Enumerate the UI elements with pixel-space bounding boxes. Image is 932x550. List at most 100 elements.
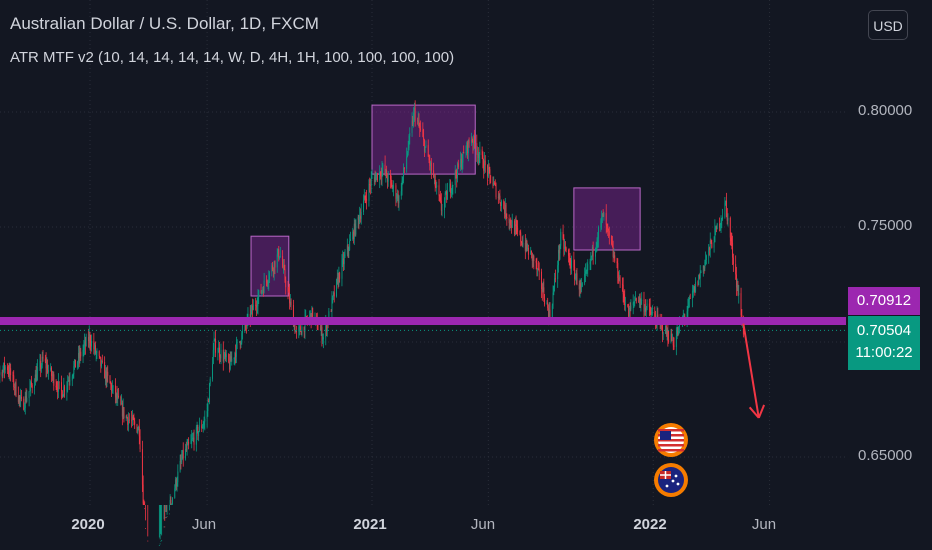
candle-body xyxy=(460,158,462,168)
candle-body xyxy=(719,225,721,228)
candle-body xyxy=(608,230,610,236)
candle-body xyxy=(607,226,609,229)
candle-body xyxy=(61,382,62,392)
candle-body xyxy=(251,305,253,311)
candle-body xyxy=(111,384,113,392)
candle-body xyxy=(440,197,442,201)
arrow-head xyxy=(757,404,766,419)
candle-body xyxy=(25,396,27,402)
candle-body xyxy=(131,419,133,421)
candle-body xyxy=(57,388,59,392)
candle-body xyxy=(285,280,287,288)
candle-body xyxy=(206,411,208,419)
candle-body xyxy=(236,341,238,343)
indicator-legend[interactable]: ATR MTF v2 (10, 14, 14, 14, 14, W, D, 4H… xyxy=(10,49,455,66)
candle-body xyxy=(487,167,489,177)
candle-body xyxy=(720,220,722,226)
candle-body xyxy=(692,290,694,292)
currency-button[interactable]: USD xyxy=(868,10,908,40)
candle-body xyxy=(272,269,274,272)
candle-body xyxy=(63,386,65,395)
candle-body xyxy=(312,307,314,320)
candle-body xyxy=(621,283,623,285)
candle-body xyxy=(414,108,416,121)
candle-body xyxy=(643,299,645,312)
candle-body xyxy=(477,153,479,158)
candle-body xyxy=(331,297,333,312)
candle-body xyxy=(277,249,279,255)
candle-body xyxy=(497,197,499,199)
candle-body xyxy=(503,201,505,209)
candle-body xyxy=(359,215,361,219)
candle-body xyxy=(568,250,569,256)
candle-body xyxy=(562,231,564,239)
candle-body xyxy=(41,356,43,366)
candle-body xyxy=(595,246,597,249)
candle-body xyxy=(526,240,528,250)
candle-body xyxy=(468,140,470,144)
zone-rectangle[interactable] xyxy=(573,187,641,251)
candle-body xyxy=(553,287,555,293)
down-arrow-icon[interactable] xyxy=(742,323,766,419)
candle-body xyxy=(425,145,427,147)
candle-body xyxy=(708,247,710,256)
candle-body xyxy=(422,129,424,137)
candle-body xyxy=(279,255,281,257)
candle-body xyxy=(525,240,527,251)
candle-body xyxy=(219,356,221,359)
candle-body xyxy=(182,450,184,459)
candle-body xyxy=(240,342,242,345)
candle-body xyxy=(551,305,553,320)
candle-body xyxy=(62,394,64,398)
candle-body xyxy=(504,204,506,214)
candle-body xyxy=(14,382,16,389)
candle-body xyxy=(549,309,551,320)
candle-body xyxy=(688,297,690,300)
candle-body xyxy=(675,335,677,347)
candle-body xyxy=(208,401,210,402)
candle-body xyxy=(601,217,603,221)
time-tick: 2021 xyxy=(353,516,387,533)
candle-body xyxy=(34,385,35,389)
candle-body xyxy=(622,284,624,295)
candle-body xyxy=(699,274,700,279)
candle-body xyxy=(725,200,727,209)
candle-body xyxy=(632,302,634,306)
candle-body xyxy=(39,360,41,368)
candle-body xyxy=(472,141,474,145)
candle-body xyxy=(505,204,507,217)
candle-body xyxy=(358,217,360,222)
candle-body xyxy=(462,152,464,163)
candle-body xyxy=(737,284,739,295)
flag-canton xyxy=(660,431,671,440)
candle-body xyxy=(110,383,112,385)
candle-body xyxy=(284,268,286,281)
candle-body xyxy=(384,164,386,174)
candle-body xyxy=(66,385,68,392)
candle-body xyxy=(287,287,289,292)
candle-body xyxy=(45,361,47,369)
candle-body xyxy=(201,425,203,429)
candle-body xyxy=(714,228,716,243)
australia-flag-icon[interactable] xyxy=(654,463,688,497)
candle-body xyxy=(171,503,173,505)
candle-body xyxy=(569,258,571,266)
candle-body xyxy=(542,287,544,292)
candle-body xyxy=(99,356,101,358)
candle-body xyxy=(677,331,679,335)
us-flag-icon[interactable] xyxy=(654,423,688,457)
candle-body xyxy=(726,208,728,221)
candle-body xyxy=(498,195,500,198)
candle-body xyxy=(454,171,456,185)
candle-body xyxy=(634,300,636,302)
candle-body xyxy=(417,120,419,122)
candle-body xyxy=(667,330,669,340)
candle-body xyxy=(137,429,139,433)
candle-body xyxy=(646,303,648,308)
candle-body xyxy=(95,352,97,354)
candle-body xyxy=(689,297,691,299)
candle-body xyxy=(244,322,246,331)
candle-body xyxy=(614,255,616,262)
